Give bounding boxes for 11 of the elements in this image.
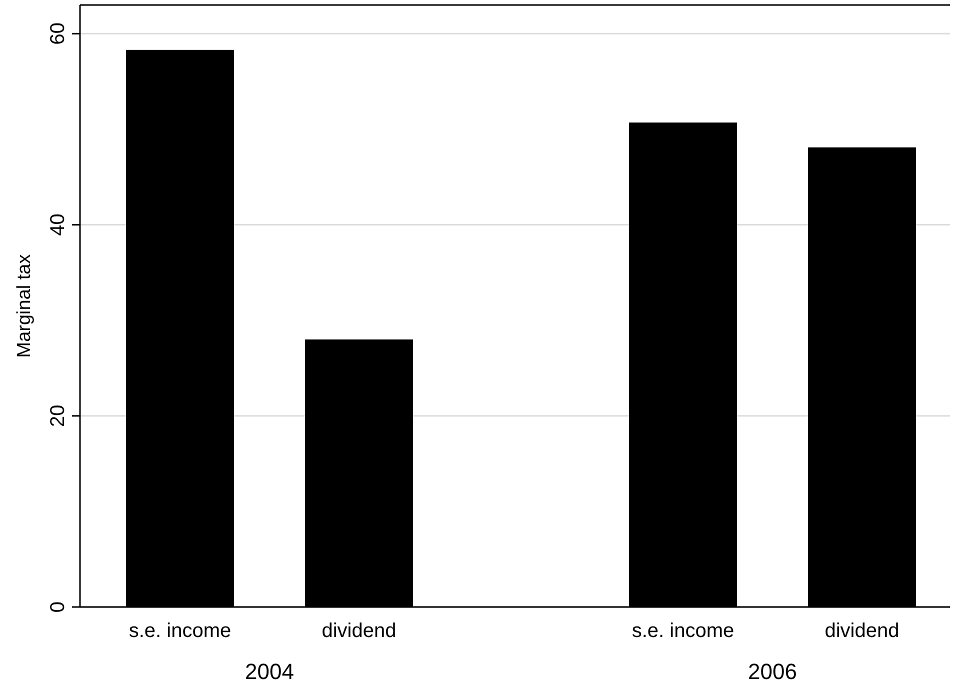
- y-tick-label: 60: [47, 22, 69, 45]
- y-tick-label: 20: [47, 404, 69, 428]
- y-tick-label: 0: [47, 601, 69, 613]
- y-axis-title: Marginal tax: [14, 254, 35, 358]
- y-tick-label: 40: [47, 214, 69, 236]
- x-tick-label: s.e. income: [632, 620, 734, 642]
- x-tick-label: dividend: [322, 620, 396, 642]
- text: 2006: [748, 659, 797, 684]
- x-tick-label: dividend: [824, 620, 900, 642]
- text: 2004: [245, 659, 294, 684]
- x-tick-label: s.e. income: [128, 620, 232, 642]
